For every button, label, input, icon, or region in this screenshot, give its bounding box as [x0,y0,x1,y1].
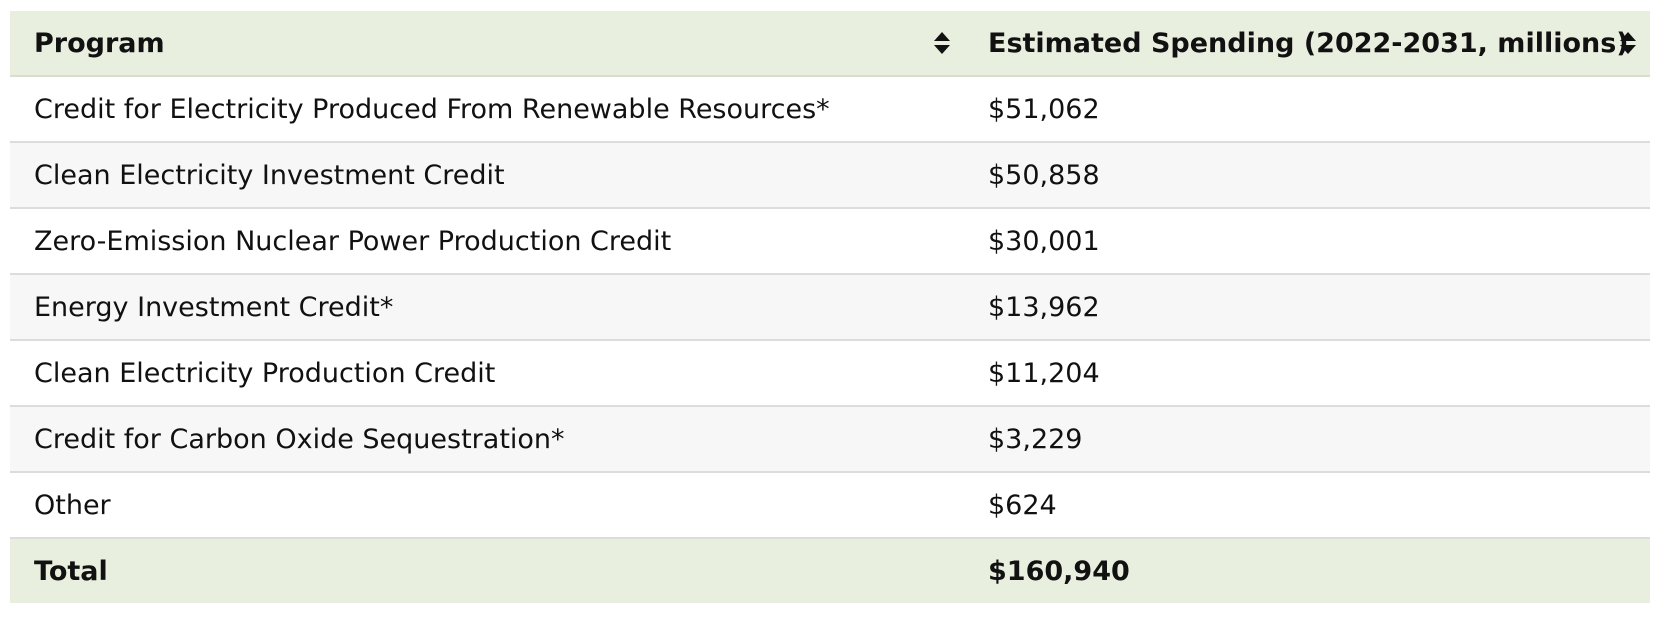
table-row: Credit for Electricity Produced From Ren… [10,77,1650,143]
table-row: Other $624 [10,473,1650,539]
total-value: $160,940 [988,555,1130,587]
column-header-spending[interactable]: Estimated Spending (2022-2031, millions) [964,11,1650,75]
table-header-row: Program Estimated Spending (2022-2031, m… [10,11,1650,77]
sort-icon[interactable] [932,30,952,56]
spending-cell: $51,062 [988,93,1100,125]
table-total-row: Total $160,940 [10,539,1650,603]
table-row: Energy Investment Credit* $13,962 [10,275,1650,341]
column-header-program[interactable]: Program [10,11,964,75]
spending-cell: $11,204 [988,357,1100,389]
program-cell: Clean Electricity Production Credit [34,357,496,389]
spending-cell: $3,229 [988,423,1083,455]
spending-cell: $30,001 [988,225,1100,257]
program-cell: Energy Investment Credit* [34,291,394,323]
table-row: Credit for Carbon Oxide Sequestration* $… [10,407,1650,473]
program-cell: Credit for Carbon Oxide Sequestration* [34,423,565,455]
spending-cell: $13,962 [988,291,1100,323]
sort-icon[interactable] [1618,30,1638,56]
column-header-spending-label: Estimated Spending (2022-2031, millions) [988,27,1629,59]
table-row: Zero-Emission Nuclear Power Production C… [10,209,1650,275]
total-label: Total [34,555,108,587]
program-cell: Other [34,489,111,521]
column-header-program-label: Program [34,27,165,59]
spending-cell: $50,858 [988,159,1100,191]
table-row: Clean Electricity Investment Credit $50,… [10,143,1650,209]
table-row: Clean Electricity Production Credit $11,… [10,341,1650,407]
program-cell: Clean Electricity Investment Credit [34,159,505,191]
spending-table: Program Estimated Spending (2022-2031, m… [10,11,1650,603]
program-cell: Credit for Electricity Produced From Ren… [34,93,830,125]
spending-cell: $624 [988,489,1057,521]
program-cell: Zero-Emission Nuclear Power Production C… [34,225,672,257]
